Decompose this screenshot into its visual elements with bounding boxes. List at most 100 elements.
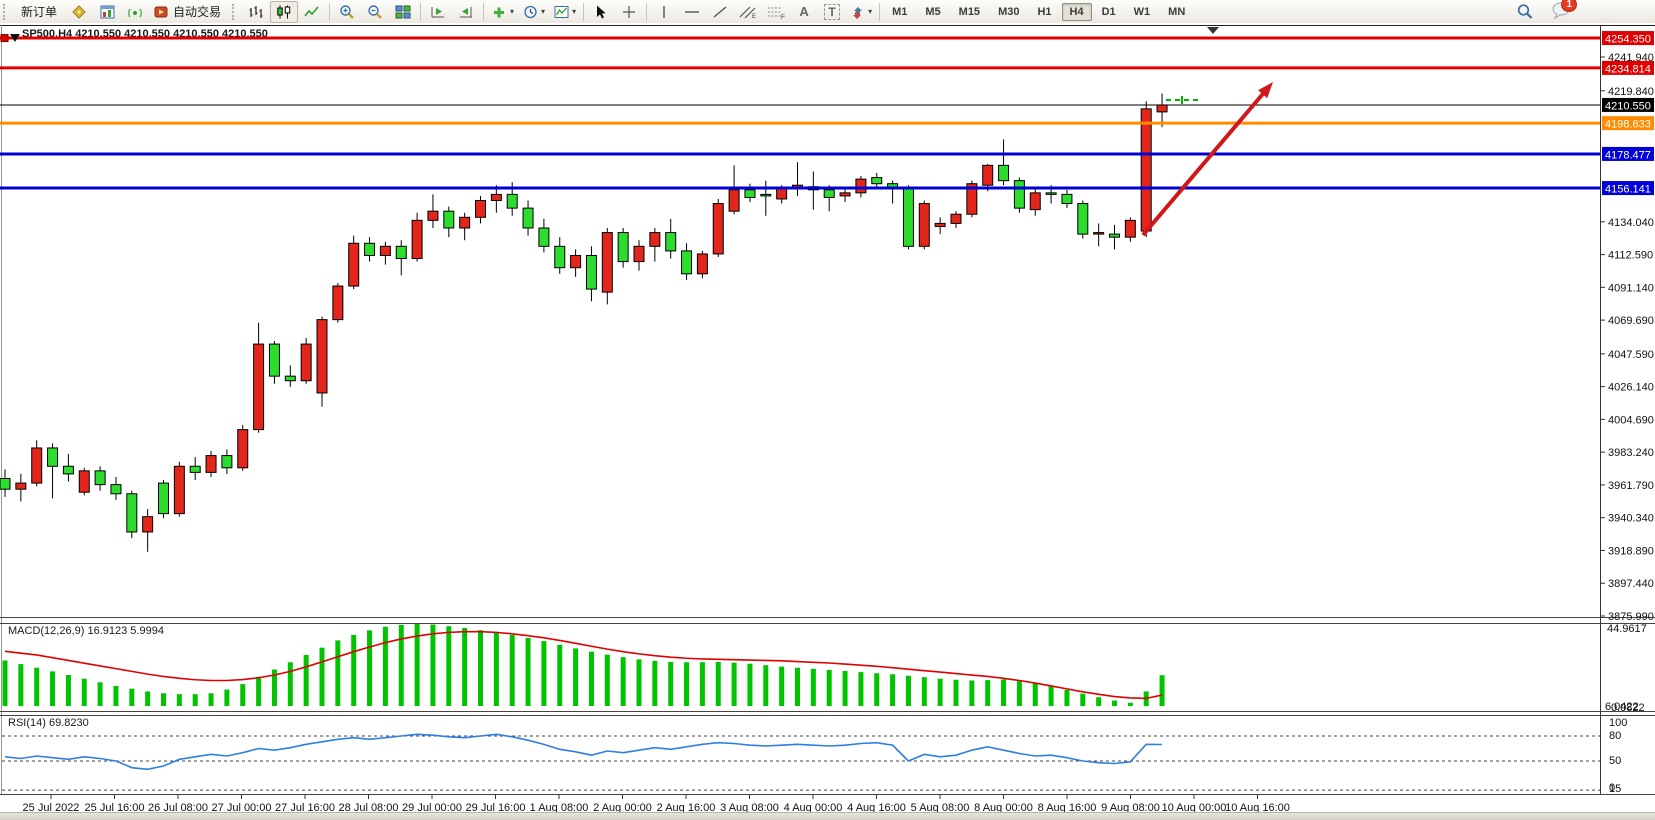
- channel-tool[interactable]: E: [734, 1, 762, 23]
- signal-icon[interactable]: [121, 1, 149, 23]
- macd-bar: [668, 661, 674, 706]
- rsi-axis-label: 80: [1609, 730, 1621, 742]
- time-label: 27 Jul 00:00: [212, 802, 272, 812]
- candle-body: [62, 465, 74, 475]
- macd-bar: [271, 669, 277, 706]
- gold-diamond-icon[interactable]: [65, 1, 93, 23]
- candle-body: [665, 232, 677, 252]
- price-tick-label: 4047.590: [1608, 349, 1654, 361]
- price-tick-label: 4219.840: [1608, 86, 1654, 98]
- candle-body: [617, 232, 629, 263]
- price-badge-4210.550: [1602, 97, 1654, 112]
- macd-bar: [826, 669, 832, 706]
- auto-scroll-icon[interactable]: [424, 1, 452, 23]
- price-tick-label: 4004.690: [1608, 414, 1654, 426]
- candle-body: [475, 199, 486, 218]
- chart-canvas[interactable]: SP500,H4 4210.550 4210.550 4210.550 4210…: [0, 23, 1655, 812]
- time-label: 1 Aug 08:00: [530, 802, 589, 812]
- macd-bar: [81, 678, 87, 706]
- line-chart-glyph: [304, 5, 319, 16]
- macd-bar: [414, 624, 420, 706]
- chevron-down-icon: ▾: [572, 7, 577, 16]
- macd-bar: [113, 685, 119, 706]
- macd-bar: [1032, 683, 1038, 706]
- zoom-in-icon[interactable]: [333, 1, 361, 23]
- zoom-out-icon[interactable]: [361, 1, 389, 23]
- macd-axis-min-a: 6.0422: [1605, 701, 1639, 713]
- search-button[interactable]: [1511, 1, 1539, 23]
- periods-button[interactable]: ▾: [518, 1, 549, 23]
- line-chart-icon[interactable]: [298, 1, 326, 23]
- text-tool[interactable]: A: [790, 1, 818, 23]
- macd-bar: [224, 689, 230, 706]
- timeframe-mn[interactable]: MN: [1168, 5, 1186, 18]
- candle-body: [221, 455, 233, 469]
- candle-body: [15, 482, 27, 490]
- auto-trading-button[interactable]: 自动交易: [149, 1, 229, 23]
- timeframe-m30[interactable]: M30: [998, 5, 1020, 18]
- candle-body: [855, 178, 867, 194]
- chat-button[interactable]: 1: [1551, 0, 1577, 22]
- time-label: 8 Aug 00:00: [974, 802, 1033, 812]
- time-label: 9 Aug 08:00: [1101, 802, 1160, 812]
- new-order-button[interactable]: 新订单: [13, 1, 65, 23]
- indicators-glyph: [494, 7, 505, 17]
- candlestick-chart-icon[interactable]: [270, 0, 299, 23]
- trendline-tool[interactable]: [706, 1, 734, 23]
- candle-body: [522, 207, 534, 229]
- macd-bar: [874, 673, 880, 706]
- toolbar-separator: [420, 2, 422, 21]
- timeframe-h4[interactable]: H4: [1061, 2, 1092, 21]
- macd-bar: [145, 691, 151, 706]
- time-label: 8 Aug 16:00: [1038, 802, 1097, 812]
- new-chart-icon[interactable]: [93, 1, 121, 23]
- macd-bar: [588, 651, 594, 706]
- candle-body: [918, 203, 930, 247]
- macd-bar: [256, 676, 262, 706]
- arrows-tool[interactable]: ▾: [846, 1, 876, 23]
- candle-body: [268, 343, 280, 377]
- fibonacci-icon: F: [768, 7, 785, 20]
- auto-trading-icon: [154, 6, 168, 17]
- bar-chart-icon[interactable]: [242, 1, 270, 23]
- macd-bar: [1016, 680, 1022, 706]
- zoom-out-glyph: [368, 4, 382, 19]
- time-label: 28 Jul 08:00: [339, 802, 399, 812]
- candle-body: [78, 470, 90, 493]
- toolbar-grip: [3, 3, 9, 20]
- timeframe-m15[interactable]: M15: [958, 5, 981, 18]
- chart-shift-icon[interactable]: [452, 1, 480, 23]
- crosshair-tool[interactable]: [615, 1, 643, 23]
- vertical-line-tool[interactable]: [650, 1, 678, 23]
- candle-body: [1077, 203, 1089, 235]
- trend-arrow[interactable]: [1141, 88, 1269, 237]
- timeframe-h1[interactable]: H1: [1037, 5, 1052, 18]
- text-label-tool[interactable]: T: [818, 1, 846, 23]
- fibonacci-tool[interactable]: F: [762, 1, 790, 23]
- cursor-tool[interactable]: [587, 1, 615, 23]
- price-badge-label: 4210.550: [1605, 100, 1651, 112]
- horizontal-line-icon: [685, 10, 700, 13]
- chevron-down-icon: ▾: [868, 7, 873, 16]
- line-handle[interactable]: [0, 34, 9, 43]
- candle-body: [94, 470, 106, 486]
- macd-bar: [636, 659, 642, 706]
- timeframe-d1[interactable]: D1: [1101, 5, 1116, 18]
- tile-windows-icon[interactable]: [389, 1, 417, 23]
- candle-body: [284, 375, 296, 382]
- indicators-button[interactable]: ▾: [487, 1, 518, 23]
- candle-body: [776, 187, 788, 200]
- timeframe-m1[interactable]: M1: [892, 5, 908, 18]
- timeframe-w1[interactable]: W1: [1133, 5, 1151, 18]
- candle-body: [110, 484, 122, 495]
- macd-bar: [890, 674, 896, 706]
- chart-shift-marker[interactable]: [1207, 27, 1219, 34]
- templates-button[interactable]: ▾: [549, 1, 580, 23]
- time-label: 25 Jul 16:00: [85, 802, 145, 812]
- price-tick-label: 3961.790: [1608, 480, 1654, 492]
- chart-window[interactable]: SP500,H4 4210.550 4210.550 4210.550 4210…: [0, 23, 1655, 812]
- timeframe-m5[interactable]: M5: [925, 5, 941, 18]
- candle-body: [633, 245, 645, 263]
- horizontal-line-tool[interactable]: [678, 1, 706, 23]
- line-anchor-icon: [10, 34, 20, 43]
